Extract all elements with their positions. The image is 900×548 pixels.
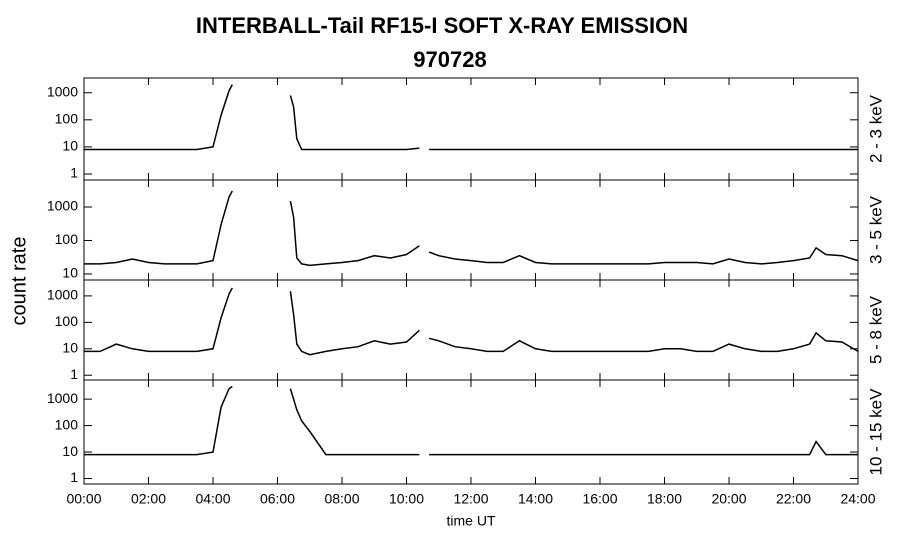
y-tick-label: 100 xyxy=(55,111,79,127)
y-tick-label: 10 xyxy=(62,138,78,154)
y-tick-label: 1 xyxy=(70,366,78,382)
y-tick-label: 100 xyxy=(55,231,79,247)
panel-frame xyxy=(83,379,859,485)
panel-label: 3 - 5 keV xyxy=(866,195,885,264)
y-axis-title: count rate xyxy=(8,237,30,326)
y-tick-label: 1 xyxy=(70,165,78,181)
chart-subtitle: 970728 xyxy=(413,47,486,72)
x-axis-title: time UT xyxy=(447,513,496,529)
y-tick-label: 10 xyxy=(62,265,78,281)
y-tick-label: 1000 xyxy=(47,198,78,214)
y-tick-label: 100 xyxy=(55,313,79,329)
x-tick-label: 08:00 xyxy=(324,491,359,507)
x-tick-label: 16:00 xyxy=(582,491,617,507)
y-tick-label: 1000 xyxy=(47,83,78,99)
x-tick-label: 24:00 xyxy=(840,491,875,507)
y-tick-label: 1 xyxy=(70,469,78,485)
data-line xyxy=(84,385,858,456)
panel-label: 5 - 8 keV xyxy=(866,295,885,364)
x-tick-label: 04:00 xyxy=(195,491,230,507)
x-tick-label: 22:00 xyxy=(776,491,811,507)
x-tick-label: 20:00 xyxy=(711,491,746,507)
data-line xyxy=(84,190,859,267)
x-tick-label: 12:00 xyxy=(453,491,488,507)
x-tick-label: 14:00 xyxy=(518,491,553,507)
x-tick-label: 10:00 xyxy=(389,491,424,507)
data-line xyxy=(84,287,859,356)
chart-title: INTERBALL-Tail RF15-I SOFT X-RAY EMISSIO… xyxy=(196,13,688,38)
panel-label: 10 - 15 keV xyxy=(866,388,885,476)
y-tick-label: 10 xyxy=(62,339,78,355)
y-tick-label: 1000 xyxy=(47,390,78,406)
x-tick-label: 00:00 xyxy=(66,491,101,507)
panel-frame xyxy=(83,279,859,381)
y-tick-label: 1000 xyxy=(47,287,78,303)
panel-label: 2 - 3 keV xyxy=(866,94,885,163)
y-tick-label: 100 xyxy=(55,416,79,432)
panel-frame xyxy=(83,179,859,281)
panel-frame xyxy=(83,77,859,181)
data-line xyxy=(84,84,858,151)
x-tick-label: 02:00 xyxy=(131,491,166,507)
x-tick-label: 18:00 xyxy=(647,491,682,507)
x-tick-label: 06:00 xyxy=(260,491,295,507)
y-tick-label: 10 xyxy=(62,443,78,459)
